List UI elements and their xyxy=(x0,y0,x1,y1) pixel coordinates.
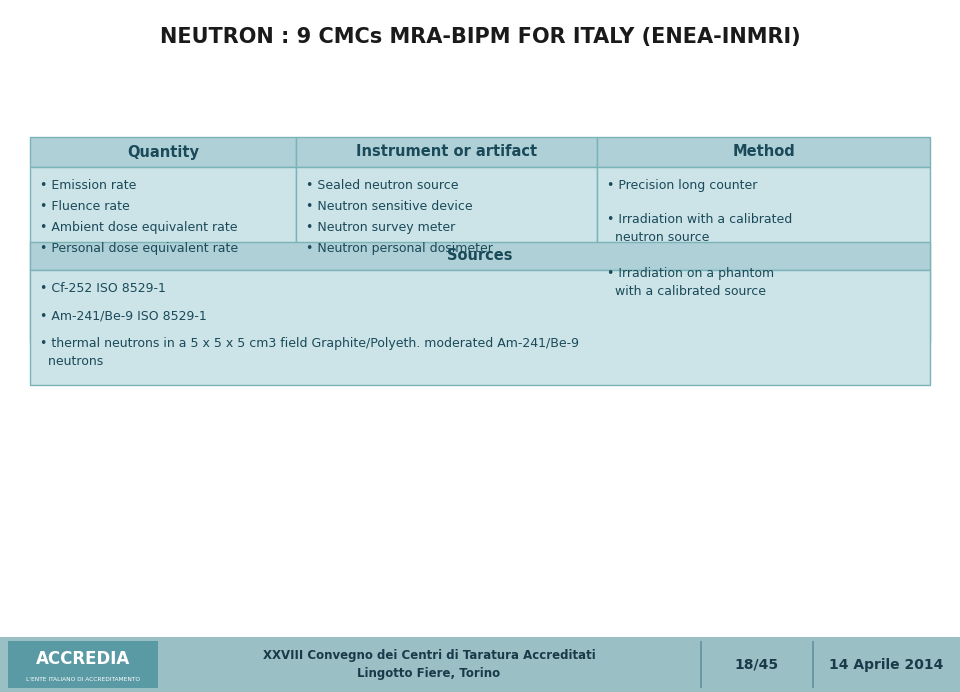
Text: 14 Aprile 2014: 14 Aprile 2014 xyxy=(828,657,943,671)
Text: • Neutron survey meter: • Neutron survey meter xyxy=(305,221,455,234)
Text: • Irradiation with a calibrated
  neutron source: • Irradiation with a calibrated neutron … xyxy=(607,212,792,244)
Bar xyxy=(0,637,960,692)
Text: • Neutron personal dosimeter: • Neutron personal dosimeter xyxy=(305,242,492,255)
Text: • Emission rate: • Emission rate xyxy=(40,179,136,192)
Bar xyxy=(700,641,702,688)
Text: • Neutron sensitive device: • Neutron sensitive device xyxy=(305,200,472,213)
Text: Quantity: Quantity xyxy=(127,145,199,159)
Text: L'ENTE ITALIANO DI ACCREDITAMENTO: L'ENTE ITALIANO DI ACCREDITAMENTO xyxy=(26,677,140,682)
Text: • Irradiation on a phantom
  with a calibrated source: • Irradiation on a phantom with a calibr… xyxy=(607,267,774,298)
Text: Sources: Sources xyxy=(447,248,513,264)
Bar xyxy=(30,137,296,167)
Bar xyxy=(30,242,930,270)
Text: • Precision long counter: • Precision long counter xyxy=(607,179,757,192)
Bar xyxy=(30,167,296,342)
Bar xyxy=(8,641,158,688)
Text: Instrument or artifact: Instrument or artifact xyxy=(356,145,537,159)
Text: XXVIII Convegno dei Centri di Taratura Accreditati
Lingotto Fiere, Torino: XXVIII Convegno dei Centri di Taratura A… xyxy=(263,648,595,680)
Text: • Ambient dose equivalent rate: • Ambient dose equivalent rate xyxy=(40,221,237,234)
Text: • Cf-252 ISO 8529-1: • Cf-252 ISO 8529-1 xyxy=(40,282,166,295)
Text: • Fluence rate: • Fluence rate xyxy=(40,200,130,213)
Text: Method: Method xyxy=(732,145,795,159)
Bar xyxy=(597,137,930,167)
Bar xyxy=(296,137,597,167)
Text: ACCREDIA: ACCREDIA xyxy=(36,650,131,668)
Text: • Am-241/Be-9 ISO 8529-1: • Am-241/Be-9 ISO 8529-1 xyxy=(40,309,206,322)
Text: • Sealed neutron source: • Sealed neutron source xyxy=(305,179,458,192)
Text: • thermal neutrons in a 5 x 5 x 5 cm3 field Graphite/Polyeth. moderated Am-241/B: • thermal neutrons in a 5 x 5 x 5 cm3 fi… xyxy=(40,336,579,367)
Bar xyxy=(812,641,813,688)
Text: 18/45: 18/45 xyxy=(734,657,778,671)
Bar xyxy=(296,167,597,342)
Bar xyxy=(30,270,930,385)
Text: • Personal dose equivalent rate: • Personal dose equivalent rate xyxy=(40,242,238,255)
Text: NEUTRON : 9 CMCs MRA-BIPM FOR ITALY (ENEA-INMRI): NEUTRON : 9 CMCs MRA-BIPM FOR ITALY (ENE… xyxy=(159,27,801,47)
Bar xyxy=(597,167,930,342)
